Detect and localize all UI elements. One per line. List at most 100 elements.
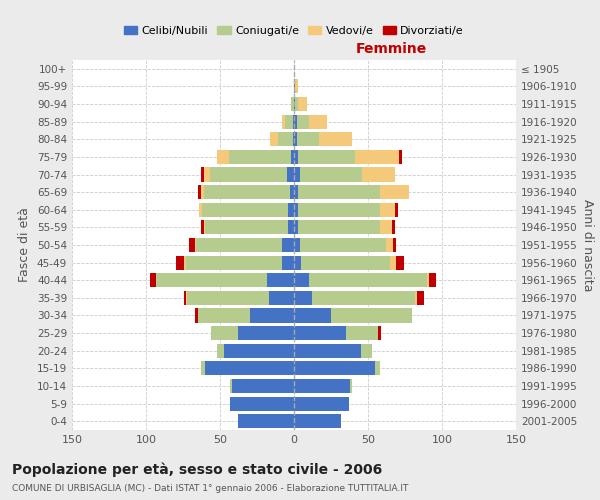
Bar (151, 273, 157, 287)
Bar (393, 238, 396, 252)
Bar (201, 220, 204, 234)
Bar (217, 344, 224, 358)
Bar (201, 362, 205, 376)
Bar (282, 238, 294, 252)
Bar (278, 132, 293, 146)
Bar (209, 168, 287, 181)
Bar (294, 396, 349, 410)
Bar (298, 220, 380, 234)
Bar (230, 396, 294, 410)
Bar (271, 132, 278, 146)
Bar (288, 202, 294, 217)
Bar (287, 168, 294, 181)
Bar (346, 326, 379, 340)
Bar (186, 291, 187, 305)
Bar (217, 150, 229, 164)
Bar (399, 150, 402, 164)
Bar (196, 238, 282, 252)
Bar (294, 185, 298, 199)
Bar (415, 291, 417, 305)
Y-axis label: Anni di nascita: Anni di nascita (581, 198, 594, 291)
Legend: Celibi/Nubili, Coniugati/e, Vedovi/e, Divorziati/e: Celibi/Nubili, Coniugati/e, Vedovi/e, Di… (119, 21, 469, 40)
Bar (269, 291, 294, 305)
Bar (195, 238, 196, 252)
Bar (312, 291, 415, 305)
Bar (198, 308, 250, 322)
Y-axis label: Fasce di età: Fasce di età (19, 208, 31, 282)
Bar (232, 379, 294, 393)
Bar (294, 150, 298, 164)
Bar (205, 220, 288, 234)
Text: COMUNE DI URBISAGLIA (MC) - Dati ISTAT 1° gennaio 2006 - Elaborazione TUTTITALIA: COMUNE DI URBISAGLIA (MC) - Dati ISTAT 1… (12, 484, 409, 493)
Text: Femmine: Femmine (356, 42, 427, 56)
Bar (291, 150, 294, 164)
Bar (294, 414, 341, 428)
Bar (201, 168, 204, 181)
Bar (295, 97, 298, 111)
Bar (293, 132, 294, 146)
Bar (184, 291, 186, 305)
Bar (294, 308, 331, 322)
Bar (204, 168, 209, 181)
Bar (186, 256, 282, 270)
Bar (285, 114, 293, 128)
Bar (229, 150, 291, 164)
Bar (250, 308, 294, 322)
Bar (298, 150, 355, 164)
Bar (294, 362, 376, 376)
Bar (291, 97, 294, 111)
Bar (294, 344, 361, 358)
Bar (386, 238, 393, 252)
Bar (376, 362, 380, 376)
Bar (294, 202, 298, 217)
Bar (294, 168, 300, 181)
Bar (294, 80, 295, 94)
Bar (309, 114, 326, 128)
Bar (300, 168, 362, 181)
Bar (268, 273, 294, 287)
Bar (395, 202, 398, 217)
Bar (290, 185, 294, 199)
Bar (294, 326, 346, 340)
Bar (199, 202, 202, 217)
Bar (380, 185, 409, 199)
Bar (205, 362, 294, 376)
Bar (294, 97, 295, 111)
Bar (417, 291, 424, 305)
Bar (390, 256, 396, 270)
Bar (224, 344, 294, 358)
Bar (238, 326, 294, 340)
Bar (230, 379, 232, 393)
Bar (202, 202, 288, 217)
Bar (294, 238, 300, 252)
Bar (331, 308, 412, 322)
Bar (294, 220, 298, 234)
Bar (211, 326, 238, 340)
Bar (201, 185, 204, 199)
Bar (282, 114, 285, 128)
Bar (204, 185, 290, 199)
Bar (297, 114, 309, 128)
Bar (294, 291, 312, 305)
Bar (392, 220, 395, 234)
Bar (301, 256, 390, 270)
Bar (238, 414, 294, 428)
Bar (362, 168, 395, 181)
Bar (319, 132, 352, 146)
Bar (294, 132, 297, 146)
Bar (350, 379, 352, 393)
Bar (295, 80, 298, 94)
Bar (355, 150, 399, 164)
Bar (309, 273, 427, 287)
Bar (380, 220, 392, 234)
Bar (198, 185, 201, 199)
Bar (379, 326, 382, 340)
Bar (294, 379, 350, 393)
Bar (298, 202, 380, 217)
Bar (189, 238, 195, 252)
Bar (361, 344, 373, 358)
Bar (427, 273, 428, 287)
Bar (176, 256, 184, 270)
Bar (297, 132, 319, 146)
Text: Popolazione per età, sesso e stato civile - 2006: Popolazione per età, sesso e stato civil… (12, 462, 382, 477)
